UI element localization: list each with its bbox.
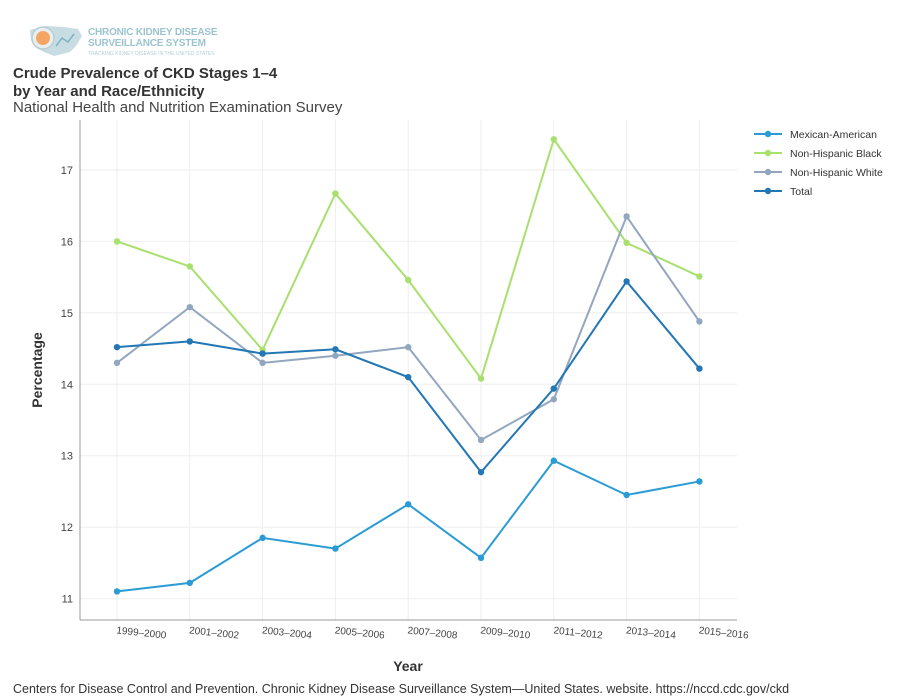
legend-swatch-marker — [764, 168, 772, 176]
logo-line2: SURVEILLANCE SYSTEM — [88, 38, 206, 49]
legend-label: Non-Hispanic Black — [790, 148, 882, 160]
y-axis-title: Percentage — [29, 332, 45, 408]
data-point-total — [696, 365, 703, 372]
y-tick-label: 17 — [61, 165, 73, 177]
chart-title-line2: by Year and Race/Ethnicity — [13, 83, 205, 100]
logo-line1: CHRONIC KIDNEY DISEASE — [88, 27, 218, 38]
data-point-non-hispanic-white — [332, 352, 339, 359]
y-tick-label: 13 — [61, 451, 73, 463]
x-tick-label: 1999–2000 — [116, 625, 167, 641]
cdc-ckd-logo: CHRONIC KIDNEY DISEASE SURVEILLANCE SYST… — [26, 22, 218, 62]
data-point-non-hispanic-white — [113, 359, 121, 367]
x-tick-label: 2007–2008 — [407, 625, 458, 641]
legend-item-mexican-american: Mexican-American — [754, 129, 877, 141]
data-point-total — [477, 468, 485, 476]
data-point-non-hispanic-white — [405, 343, 412, 351]
legend-item-non-hispanic-black: Non-Hispanic Black — [754, 148, 882, 160]
data-point-non-hispanic-black — [696, 273, 703, 280]
data-point-mexican-american — [186, 579, 193, 587]
data-point-non-hispanic-white — [623, 213, 630, 220]
y-tick-label: 16 — [61, 236, 73, 248]
data-point-total — [186, 338, 193, 345]
logo-tagline: TRACKING KIDNEY DISEASE IN THE UNITED ST… — [88, 51, 215, 57]
legend-label: Total — [790, 186, 812, 198]
data-point-non-hispanic-white — [550, 396, 557, 403]
data-point-non-hispanic-white — [477, 436, 485, 444]
data-point-non-hispanic-black — [332, 190, 339, 197]
y-tick-label: 14 — [61, 379, 73, 391]
data-point-total — [332, 346, 339, 353]
data-point-mexican-american — [550, 457, 557, 464]
y-tick-label: 11 — [62, 594, 73, 606]
legend-swatch-marker — [764, 149, 772, 157]
legend-swatch-marker — [764, 187, 772, 195]
data-point-total — [405, 373, 412, 381]
x-tick-label: 2009–2010 — [480, 625, 531, 641]
data-point-mexican-american — [623, 491, 630, 499]
data-point-total — [259, 350, 266, 357]
data-point-mexican-american — [477, 554, 485, 562]
data-point-non-hispanic-black — [113, 238, 121, 245]
data-point-total — [623, 278, 630, 285]
x-tick-label: 2015–2016 — [698, 625, 749, 641]
data-point-mexican-american — [332, 545, 339, 552]
legend-swatch-marker — [764, 130, 772, 138]
x-tick-label: 2013–2014 — [625, 625, 676, 641]
data-point-total — [550, 385, 557, 392]
data-point-mexican-american — [405, 501, 412, 508]
y-tick-label: 15 — [61, 308, 73, 320]
x-axis-title: Year — [393, 658, 423, 674]
legend-label: Mexican-American — [790, 129, 877, 141]
chart-title: Crude Prevalence of CKD Stages 1–4 by Ye… — [13, 65, 277, 101]
x-tick-label: 2003–2004 — [261, 625, 312, 641]
us-map-icon — [30, 26, 82, 56]
y-tick-label: 12 — [61, 522, 73, 534]
x-tick-label: 2005–2006 — [334, 625, 385, 641]
data-point-non-hispanic-black — [186, 263, 193, 270]
legend-item-non-hispanic-white: Non-Hispanic White — [754, 167, 883, 179]
legend-label: Non-Hispanic White — [790, 167, 883, 179]
data-point-non-hispanic-white — [696, 318, 703, 325]
data-point-mexican-american — [259, 534, 266, 542]
data-point-non-hispanic-black — [550, 136, 557, 143]
legend-item-total: Total — [754, 186, 812, 198]
source-citation: Centers for Disease Control and Preventi… — [13, 682, 790, 696]
data-point-non-hispanic-black — [623, 239, 630, 247]
x-tick-label: 2011–2012 — [553, 625, 604, 641]
data-point-mexican-american — [113, 588, 121, 595]
x-tick-label: 2001–2002 — [189, 625, 240, 641]
data-point-non-hispanic-white — [259, 359, 266, 367]
chart-subtitle: National Health and Nutrition Examinatio… — [13, 99, 343, 116]
data-point-mexican-american — [696, 478, 703, 485]
data-point-total — [113, 343, 121, 351]
data-point-non-hispanic-white — [186, 303, 193, 311]
data-point-non-hispanic-black — [405, 276, 412, 284]
chart-title-line1: Crude Prevalence of CKD Stages 1–4 — [13, 65, 278, 82]
data-point-non-hispanic-black — [477, 375, 485, 382]
